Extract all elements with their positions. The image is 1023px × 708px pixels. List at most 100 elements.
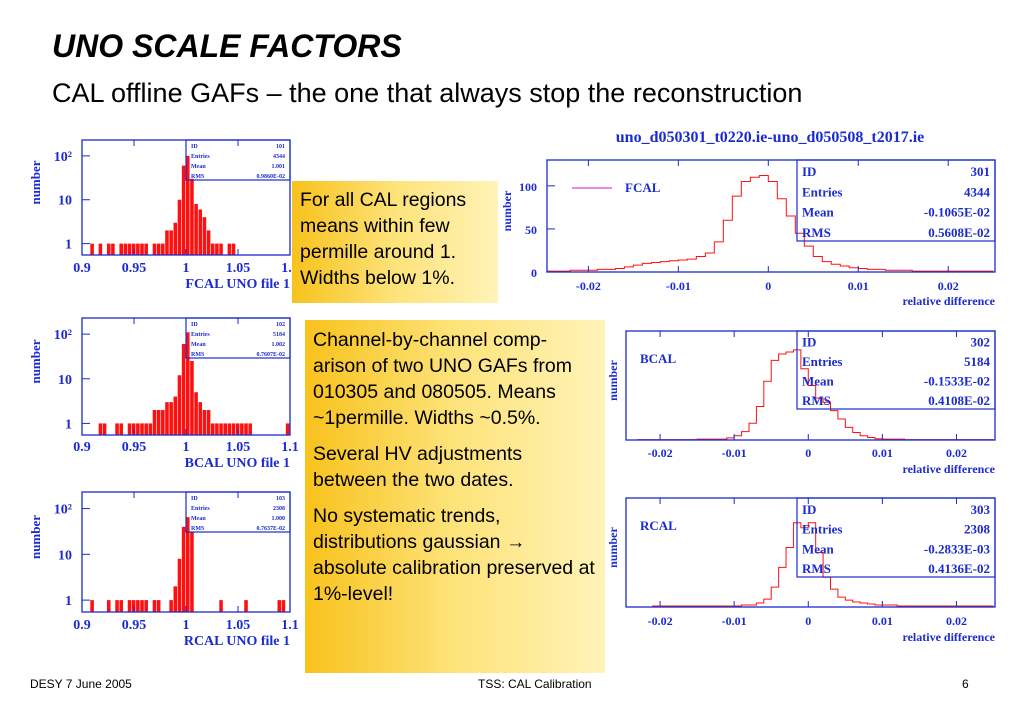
histogram-bin xyxy=(181,165,186,255)
histogram-line xyxy=(626,522,994,608)
stats-key: Mean xyxy=(191,164,206,170)
x-tick-label: 1 xyxy=(183,618,190,633)
histogram-bin xyxy=(181,344,186,435)
legend-label: BCAL xyxy=(640,351,676,366)
stats-value: 301 xyxy=(971,164,991,179)
histogram-bin xyxy=(285,423,290,435)
footer-title: TSS: CAL Calibration xyxy=(478,677,592,691)
stats-key: Entries xyxy=(802,522,842,537)
stats-key: Mean xyxy=(802,205,835,220)
histogram-bin xyxy=(136,600,140,612)
summary-note-box: For all CAL regions means within few per… xyxy=(292,181,498,303)
y-tick-label: 10² xyxy=(54,328,72,343)
histogram-bin xyxy=(98,243,103,255)
histogram-bin xyxy=(202,217,207,255)
histogram-bin xyxy=(140,600,144,612)
legend-label: RCAL xyxy=(640,518,677,533)
histogram-bin xyxy=(169,230,173,255)
histogram-bin xyxy=(156,600,161,612)
slide-title: UNO SCALE FACTORS xyxy=(52,28,402,64)
x-tick-label: 1 xyxy=(183,261,190,276)
stats-key: RMS xyxy=(802,561,831,576)
histogram-bin xyxy=(227,243,232,255)
stats-value: 5184 xyxy=(964,354,991,369)
legend-label: FCAL xyxy=(625,180,661,195)
stats-key: Entries xyxy=(191,506,210,512)
histogram-bin xyxy=(186,332,190,435)
stats-key: ID xyxy=(802,335,816,350)
histogram-bin xyxy=(198,402,203,435)
histogram-bin xyxy=(119,243,123,255)
y-axis-label: number xyxy=(28,160,43,204)
histogram-bin xyxy=(173,222,178,255)
histogram-bin xyxy=(177,375,182,435)
histogram-bin xyxy=(123,243,128,255)
x-tick-label: 1.05 xyxy=(226,261,251,276)
x-tick-label: 0.95 xyxy=(122,261,147,276)
stats-value: 302 xyxy=(971,335,991,350)
histogram-bin xyxy=(223,423,227,435)
x-tick-label: 1.05 xyxy=(226,618,251,633)
histogram-bin xyxy=(210,423,215,435)
comparison-note-box: Channel-by-channel comp-arison of two UN… xyxy=(305,320,605,673)
stats-value: 0.7637E-02 xyxy=(257,526,286,532)
stats-key: RMS xyxy=(802,225,831,240)
stats-value: 2308 xyxy=(964,522,991,537)
histogram-bin xyxy=(219,600,223,612)
histogram-bin xyxy=(190,178,194,255)
y-tick-label: 1 xyxy=(65,594,72,609)
stats-key: ID xyxy=(802,164,816,179)
stats-value: 5184 xyxy=(273,332,285,338)
stats-value: -0.2833E-03 xyxy=(924,541,991,556)
x-tick-label: 0.01 xyxy=(872,446,893,460)
histogram-bin xyxy=(281,600,286,612)
y-axis-label: number xyxy=(28,515,43,559)
histogram-bin xyxy=(244,600,248,612)
histogram-bin xyxy=(215,243,219,255)
stats-key: ID xyxy=(802,502,816,517)
y-tick-label: 1 xyxy=(65,238,72,253)
stats-value: 1.001 xyxy=(272,164,286,170)
histogram-bin xyxy=(127,600,132,612)
histogram-bin xyxy=(173,396,178,435)
y-tick-label: 50 xyxy=(525,223,537,237)
histogram-bin xyxy=(115,600,119,612)
stats-key: Mean xyxy=(191,516,206,522)
page-number: 6 xyxy=(962,677,969,691)
histogram-bin xyxy=(219,243,223,255)
summary-note-text: For all CAL regions means within few per… xyxy=(300,189,467,289)
histogram-bin xyxy=(119,600,123,612)
stats-key: RMS xyxy=(191,526,205,532)
x-tick-label: 0.01 xyxy=(872,614,893,628)
histogram-bin xyxy=(277,600,282,612)
y-axis-label: number xyxy=(28,339,43,383)
stats-value: 101 xyxy=(276,144,285,150)
x-axis-label: FCAL UNO file 1 xyxy=(185,277,290,292)
histogram-bin xyxy=(152,243,157,255)
histogram-bin xyxy=(190,532,194,612)
histogram-bin xyxy=(198,209,203,255)
stats-key: RMS xyxy=(191,174,205,180)
histogram-bin xyxy=(148,423,153,435)
y-tick-label: 0 xyxy=(531,266,537,280)
x-tick-label: 0.95 xyxy=(122,618,147,633)
histogram-bin xyxy=(161,243,165,255)
histogram-bin xyxy=(106,600,111,612)
histogram-bin xyxy=(106,243,111,255)
chart-title: uno_d050301_t0220.ie-uno_d050508_t2017.i… xyxy=(616,129,924,146)
histogram-bin xyxy=(144,423,148,435)
stats-value: 303 xyxy=(971,502,991,517)
stats-key: Entries xyxy=(191,332,210,338)
x-axis-label: relative difference xyxy=(902,462,995,476)
y-tick-label: 10 xyxy=(58,548,72,563)
x-tick-label: -0.02 xyxy=(576,279,601,293)
x-axis-label: relative difference xyxy=(902,630,995,644)
histogram-bin xyxy=(169,402,173,435)
stats-key: Entries xyxy=(802,184,842,199)
slide-subtitle: CAL offline GAFs – the one that always s… xyxy=(52,78,803,108)
stats-key: RMS xyxy=(802,393,831,408)
stats-value: 0.4108E-02 xyxy=(928,393,990,408)
x-tick-label: 1 xyxy=(183,440,190,455)
x-tick-label: 0.9 xyxy=(73,261,91,276)
histogram-bin xyxy=(210,243,215,255)
